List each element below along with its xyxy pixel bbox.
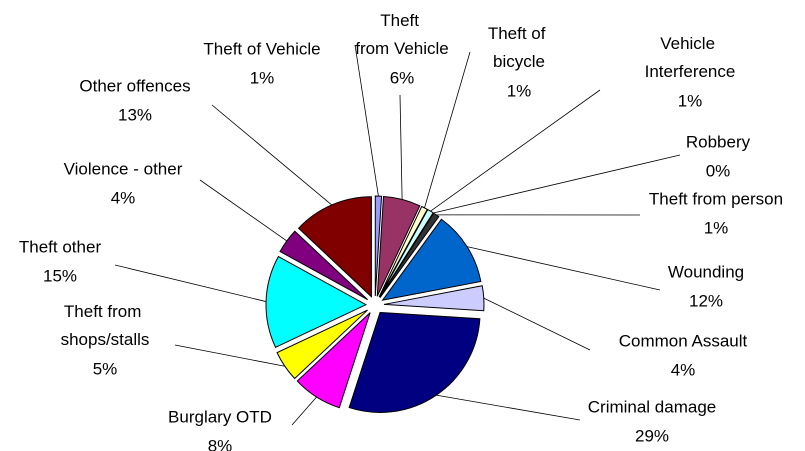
leader-line [483, 297, 591, 351]
slice-percent: 1% [704, 218, 729, 237]
leader-line [211, 104, 332, 206]
slice-percent: 8% [208, 436, 233, 451]
slice-label: Other offences [79, 76, 190, 95]
slice-percent: 5% [93, 359, 118, 378]
slice-label: Violence - other [64, 159, 183, 178]
leader-line [354, 44, 379, 197]
pie-slice [348, 311, 481, 413]
slice-label: Theft from Vehicle [355, 11, 449, 58]
slice-label: Criminal damage [588, 397, 717, 416]
pie-slice [379, 212, 440, 298]
leader-line [424, 51, 471, 208]
slice-percent: 1% [507, 81, 532, 100]
slice-percent: 4% [111, 188, 136, 207]
slice-percent: 4% [671, 360, 696, 379]
slice-percent: 6% [390, 68, 415, 87]
pie-slice [279, 230, 369, 301]
slice-label: Theft of Vehicle [203, 39, 320, 58]
slice-label: Theft of bicycle [488, 24, 550, 71]
leader-line [114, 264, 267, 302]
slice-percent: 1% [250, 68, 275, 87]
pie-slice [378, 205, 428, 298]
leader-line [430, 89, 601, 212]
slice-percent: 12% [689, 291, 723, 310]
pie-slice [383, 285, 485, 312]
slice-percent: 0% [706, 161, 731, 180]
slice-percent: 1% [678, 91, 703, 110]
pie-slice [374, 195, 383, 297]
slice-label: Wounding [668, 262, 744, 281]
slice-percent: 13% [118, 105, 152, 124]
slice-label: Theft from shops/stalls [61, 302, 150, 349]
slice-label: Common Assault [619, 331, 748, 350]
pie-slice [381, 218, 482, 301]
pie-slice [265, 255, 368, 348]
leader-line [291, 396, 317, 426]
leader-line [466, 246, 661, 291]
slice-percent: 15% [43, 266, 77, 285]
slice-label: Vehicle Interference [645, 34, 736, 81]
leader-line [433, 154, 681, 214]
slice-percent: 29% [635, 426, 669, 445]
leader-line [199, 179, 288, 242]
pie-slice [297, 196, 372, 298]
leader-line [174, 344, 285, 367]
leader-line [399, 94, 403, 200]
pie-slice [276, 309, 368, 380]
pie-slice [296, 312, 371, 409]
slice-label: Theft other [19, 237, 102, 256]
slice-label: Burglary OTD [168, 407, 272, 426]
leader-line [436, 394, 581, 421]
slice-label: Theft from person [649, 189, 783, 208]
slice-label: Robbery [686, 132, 751, 151]
pie-slice [376, 195, 421, 297]
